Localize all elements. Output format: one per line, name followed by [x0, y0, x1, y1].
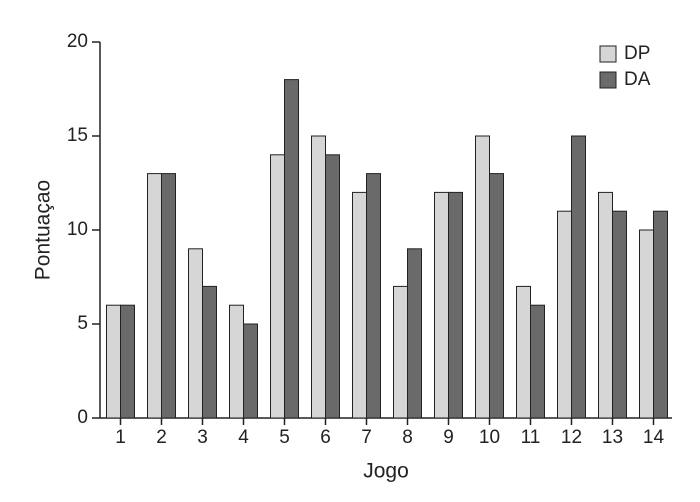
bar: [612, 210, 627, 419]
x-tick-label: 11: [521, 427, 541, 448]
x-tick-label: 3: [197, 427, 208, 448]
legend-swatch: [599, 71, 617, 89]
bar: [639, 229, 654, 419]
x-tick-label: 12: [561, 427, 582, 448]
x-tick-label: 8: [402, 427, 413, 448]
bar: [366, 173, 381, 419]
y-tick-label: 15: [67, 125, 88, 146]
bar: [489, 173, 504, 419]
bar: [106, 304, 121, 419]
bar: [311, 135, 326, 419]
y-tick-label: 5: [77, 313, 88, 334]
bar: [270, 154, 285, 419]
y-tick-label: 20: [67, 31, 88, 52]
bar: [229, 304, 244, 419]
bar: [448, 191, 463, 419]
bar: [352, 191, 367, 419]
bar: [653, 210, 668, 419]
bar: [243, 323, 258, 419]
bar: [188, 248, 203, 419]
bar: [516, 285, 531, 419]
bar: [147, 173, 162, 419]
y-tick-label: 0: [77, 407, 88, 428]
legend-label: DP: [624, 43, 650, 64]
bar: [161, 173, 176, 419]
x-tick-label: 5: [279, 427, 290, 448]
bar: [598, 191, 613, 419]
bar: [571, 135, 586, 419]
legend-label: DA: [624, 69, 651, 90]
y-axis-label: Pontuaçao: [32, 180, 55, 280]
x-tick-label: 7: [361, 427, 372, 448]
x-tick-label: 10: [479, 427, 500, 448]
bar: [557, 210, 572, 419]
x-tick-label: 4: [238, 427, 249, 448]
bar: [120, 304, 135, 419]
x-tick-label: 9: [443, 427, 454, 448]
bar: [530, 304, 545, 419]
bar: [434, 191, 449, 419]
legend-swatch: [599, 45, 617, 63]
bar: [202, 285, 217, 419]
bar: [475, 135, 490, 419]
bar: [284, 79, 299, 419]
y-tick-label: 10: [67, 219, 88, 240]
bar: [325, 154, 340, 419]
x-tick-label: 6: [320, 427, 331, 448]
x-tick-label: 13: [602, 427, 623, 448]
bar: [393, 285, 408, 419]
x-tick-label: 2: [156, 427, 167, 448]
x-axis-label: Jogo: [363, 460, 409, 483]
bar: [407, 248, 422, 419]
x-tick-label: 1: [115, 427, 126, 448]
x-tick-label: 14: [643, 427, 665, 448]
